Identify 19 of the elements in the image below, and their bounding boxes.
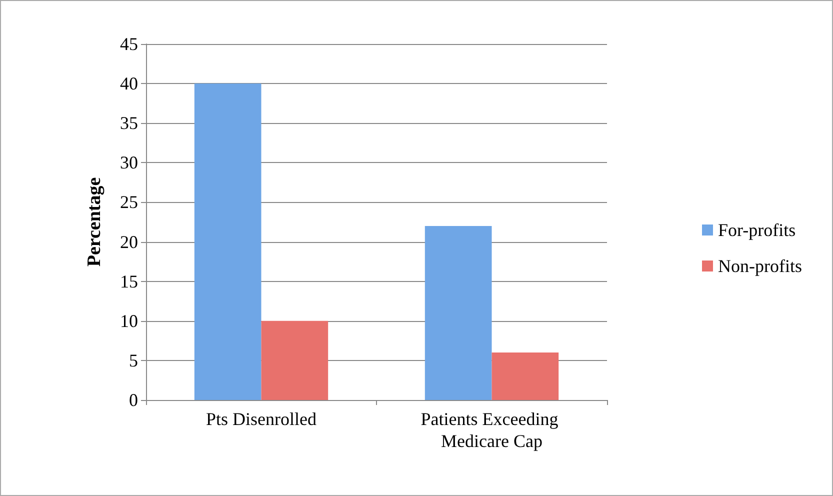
x-tick-label: Patients Exceeding Medicare Cap xyxy=(420,409,563,451)
bar xyxy=(492,352,559,400)
bar xyxy=(194,84,262,400)
bar xyxy=(261,320,328,400)
x-tick-label: Pts Disenrolled xyxy=(206,409,316,429)
y-tick-label: 0 xyxy=(129,390,138,410)
y-tick-label: 45 xyxy=(120,34,138,54)
y-tick-label: 25 xyxy=(120,192,138,212)
legend-label: Non-profits xyxy=(718,256,802,276)
y-tick-label: 15 xyxy=(120,271,138,292)
y-tick-label: 35 xyxy=(120,113,138,134)
y-tick-label: 40 xyxy=(120,74,138,94)
y-axis-title: Percentage xyxy=(84,177,105,267)
bar xyxy=(424,226,492,400)
y-tick-label: 10 xyxy=(120,310,138,331)
y-tick-label: 5 xyxy=(129,350,138,370)
legend-label: For-profits xyxy=(718,220,796,240)
y-tick-label: 30 xyxy=(120,152,138,173)
y-tick-label: 20 xyxy=(120,232,138,252)
